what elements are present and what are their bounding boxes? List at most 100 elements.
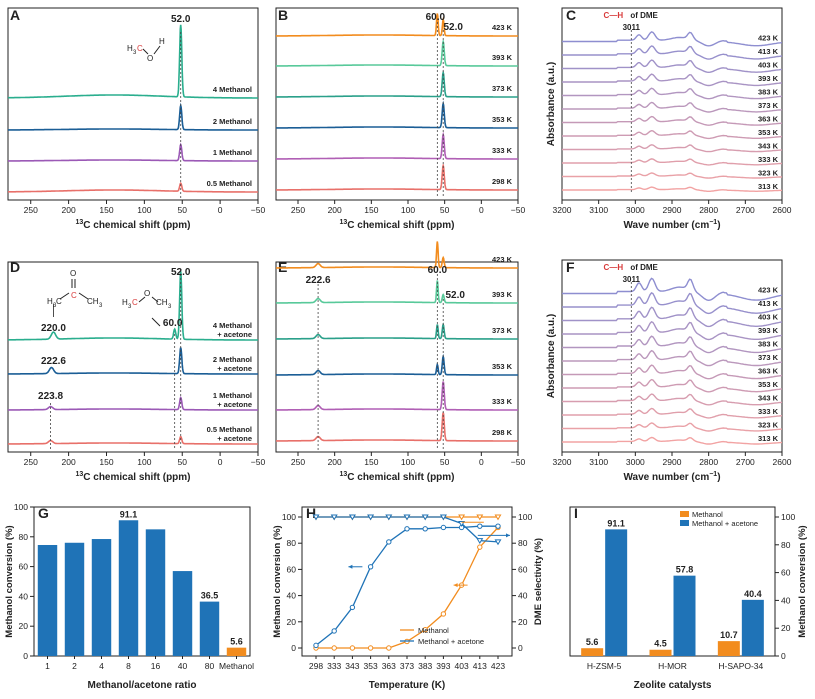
bar-40 (172, 571, 193, 656)
bond (138, 296, 146, 303)
peak-label-52: 52.0 (171, 267, 191, 278)
y2-axis-label: DME selectivity (%) (533, 538, 544, 625)
panel-letter: F (566, 259, 575, 275)
x-axis-label-sup: 13 (75, 219, 83, 226)
arrowhead (348, 564, 353, 569)
ir-spectrum-343K (562, 393, 783, 406)
series-label: 333 K (758, 155, 779, 164)
bar-data-label: 5.6 (230, 637, 243, 647)
x-axis-label: 13C chemical shift (ppm) (75, 219, 190, 231)
series-label: 383 K (758, 340, 779, 349)
x-tick-label: 3200 (553, 457, 572, 467)
bar-H-SAPO-34-methanol-acetone (741, 599, 764, 656)
x-axis-label: Methanol/acetone ratio (88, 680, 197, 691)
data-point (494, 514, 502, 521)
x-axis-label-text: Wave number (cm (623, 220, 709, 231)
data-point (367, 645, 374, 651)
x-tick-label: 150 (99, 457, 113, 467)
bar-1 (37, 544, 58, 656)
y-tick-label: 60 (19, 562, 29, 572)
spectrum-line-4 (276, 322, 518, 340)
series-label: 4 Methanol (213, 85, 252, 94)
acetone-molecule: OCH 3 C CH 3 (47, 269, 103, 309)
x-tick-label: 413 (473, 661, 487, 671)
x-tick-label: 250 (24, 205, 38, 215)
legend-swatch-methanol (680, 511, 689, 517)
arrowhead (453, 583, 458, 588)
series-label: 1 Methanol (213, 148, 252, 157)
x-axis-label: Zeolite catalysts (634, 680, 712, 691)
x-tick-label: 150 (99, 205, 113, 215)
panel-letter: I (574, 505, 578, 521)
peak-label-60: 60.0 (428, 265, 448, 276)
x-tick-label: 343 (345, 661, 359, 671)
x-axis-label: 13C chemical shift (ppm) (339, 471, 454, 483)
panel-g: G 0 20 40 60 80 100 Methanol conversion (%) 1 2 4 8… (4, 502, 254, 691)
series-label: 2 Methanol (213, 117, 252, 126)
panel-letter: E (278, 259, 287, 275)
spectrum-line-3 (276, 353, 518, 376)
series-label: 373 K (492, 84, 513, 93)
x-axis-label-end: ) (717, 472, 720, 483)
legend-methanol-acetone: Methanol + acetone (418, 637, 484, 646)
peak-label-52: 52.0 (171, 14, 191, 25)
x-tick-label: −50 (511, 457, 526, 467)
arrow-line (151, 317, 161, 327)
series-label: 343 K (758, 394, 779, 403)
peak-label-3011: 3011 (623, 275, 641, 284)
spectrum-line-3 (8, 102, 258, 131)
x-tick-label: 383 (418, 661, 432, 671)
y-tick-label: 100 (14, 502, 28, 512)
atom-c: C (56, 297, 62, 306)
spectrum-line-3 (8, 347, 258, 375)
x-tick-label: 2900 (663, 457, 682, 467)
y-tick-label: 80 (781, 540, 791, 550)
panel-e: E 250 200 150 100 50 0 −50 13C chemical shift (p… (275, 241, 526, 483)
atom-c: C (132, 298, 138, 307)
peak-label-2200: 220.0 (41, 323, 66, 334)
data-point (331, 628, 337, 634)
data-point (421, 514, 429, 521)
panel-b: B 250 200 150 100 50 0 −50 13C chemical shift (p… (275, 7, 525, 231)
x-tick-label: 200 (62, 205, 76, 215)
plot-frame (33, 506, 251, 657)
series-label: 363 K (758, 367, 779, 376)
y-axis-label: Methanol conversion (%) (797, 525, 808, 637)
series-label: 393 K (492, 290, 513, 299)
data-point (440, 524, 447, 531)
spectrum-line-5 (276, 280, 518, 304)
plot-frame (569, 506, 776, 657)
atom-o: O (147, 54, 153, 63)
series-label: 333 K (492, 397, 513, 406)
x-tick-label: 0 (479, 457, 484, 467)
series-label: 373 K (758, 353, 779, 362)
series-label: 413 K (758, 47, 779, 56)
spectrum-line-4 (276, 69, 518, 98)
ir-spectrum-323K (562, 422, 783, 432)
y-tick-label: 40 (287, 591, 297, 601)
peak-label-2226: 222.6 (41, 356, 66, 367)
x-tick-label: 100 (401, 457, 415, 467)
series-label: + acetone (217, 434, 252, 443)
panel-a: A 250 200 150 100 50 0 −50 13C chemical shift (p… (7, 7, 265, 231)
ir-spectrum-423K (562, 31, 783, 47)
x-axis-label-text: C chemical shift (ppm) (347, 472, 454, 483)
spectrum-line-2 (8, 142, 258, 162)
x-tick-label: 423 (491, 661, 505, 671)
atom-h: H (127, 44, 133, 53)
series-label: + acetone (217, 330, 252, 339)
peak-label-52: 52.0 (443, 22, 463, 33)
panel-letter: G (38, 505, 49, 521)
spectrum-line-1 (276, 162, 518, 191)
y-tick-label: 0 (23, 651, 28, 661)
atom-h: H (159, 37, 165, 46)
ir-spectrum-333K (562, 158, 782, 166)
y-tick-label: 0 (781, 651, 786, 661)
x-tick-label: H-SAPO-34 (718, 661, 763, 671)
ch-bond-label: C—H (604, 263, 624, 272)
y-axis-label: Absorbance (a.u.) (546, 62, 557, 146)
of-dme-label: of DME (630, 263, 658, 272)
x-tick-label: 3000 (626, 457, 645, 467)
x-tick-label: 2700 (736, 205, 755, 215)
